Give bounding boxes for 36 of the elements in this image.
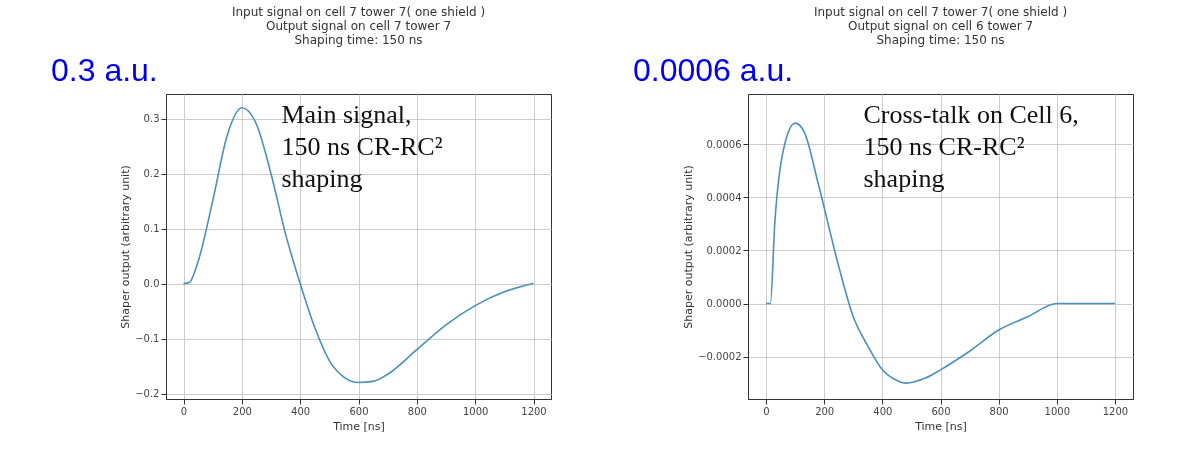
x-tick-label: 1000 bbox=[462, 405, 489, 417]
y-tick-label: 0.1 bbox=[143, 223, 160, 235]
x-tick-label: 600 bbox=[931, 405, 951, 417]
y-tick-label: 0.0002 bbox=[706, 244, 742, 256]
y-tick-label: −0.0002 bbox=[698, 351, 742, 363]
line-series bbox=[182, 106, 535, 384]
x-tick-label: 1000 bbox=[1044, 405, 1071, 417]
x-tick-label: 800 bbox=[989, 405, 1009, 417]
annotation: Cross-talk on Cell 6, 150 ns CR-RC² shaping bbox=[863, 100, 1079, 193]
x-tick-label: 1200 bbox=[521, 405, 547, 417]
y-tick-label: 0.3 bbox=[143, 113, 160, 125]
y-tick-label: 0.0 bbox=[143, 278, 160, 290]
x-tick-label: 400 bbox=[291, 405, 311, 417]
chart-title: Input signal on cell 7 tower 7( one shield ) Output signal on cell 7 tower 7 Shaping time: 150 ns bbox=[231, 5, 486, 47]
y-tick-label: −0.1 bbox=[135, 333, 160, 345]
x-tick-label: 600 bbox=[349, 405, 369, 417]
y-tick-label: −0.2 bbox=[135, 388, 160, 399]
y-axis-title: Shaper output (arbitrary unit) bbox=[119, 165, 133, 329]
x-tick-label: 800 bbox=[407, 405, 427, 417]
chart-title: Input signal on cell 7 tower 7( one shield ) Output signal on cell 6 tower 7 Shaping time: 150 ns bbox=[813, 5, 1068, 47]
x-axis-title: Time [ns] bbox=[914, 419, 967, 433]
text: 0.3 a.u. bbox=[51, 52, 158, 88]
x-tick-label: 400 bbox=[873, 405, 893, 417]
annotation: Main signal, 150 ns CR-RC² shaping bbox=[281, 100, 443, 193]
x-tick-label: 0 bbox=[180, 405, 188, 417]
y-tick-label: 0.2 bbox=[143, 168, 160, 180]
y-tick-label: 0.0000 bbox=[706, 298, 742, 310]
y-tick-label: 0.0004 bbox=[706, 191, 742, 203]
x-axis-title: Time [ns] bbox=[332, 419, 385, 433]
text: 0.0006 a.u. bbox=[633, 52, 794, 88]
x-tick-label: 200 bbox=[815, 405, 835, 417]
y-axis-title: Shaper output (arbitrary unit) bbox=[682, 165, 696, 329]
x-tick-label: 0 bbox=[763, 405, 770, 417]
x-tick-label: 200 bbox=[232, 405, 252, 417]
y-tick-label: 0.0006 bbox=[706, 138, 742, 150]
x-tick-label: 1200 bbox=[1102, 405, 1129, 417]
